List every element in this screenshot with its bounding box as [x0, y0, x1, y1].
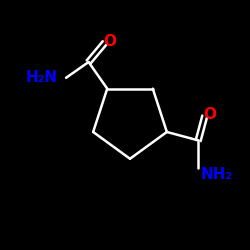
Text: NH₂: NH₂: [201, 167, 233, 182]
Text: O: O: [204, 108, 217, 122]
Text: H₂N: H₂N: [25, 70, 57, 85]
Text: O: O: [104, 34, 117, 49]
